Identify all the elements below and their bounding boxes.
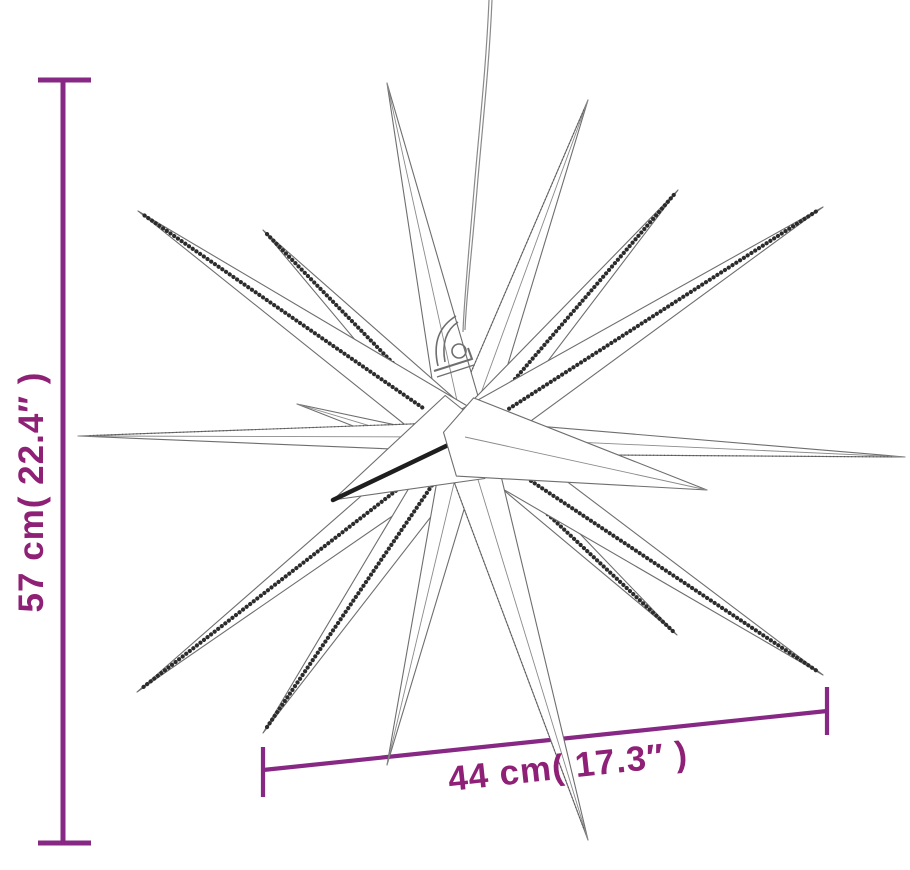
height-dimension-line: [38, 77, 91, 846]
width-dimension-line: [260, 687, 830, 797]
hanging-cord: [462, 0, 493, 333]
star-spikes: [77, 82, 906, 841]
height-dimension-label: 57 cm( 22.4″ ): [12, 371, 51, 613]
hanging-hook: [433, 315, 475, 378]
